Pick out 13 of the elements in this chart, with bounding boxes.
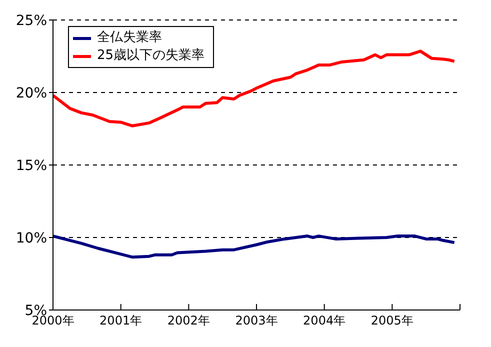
y-tick-label: 25% <box>16 12 47 29</box>
y-tick-label: 20% <box>16 85 47 102</box>
legend-label: 全仏失業率 <box>97 29 162 47</box>
line-series <box>53 50 456 128</box>
y-tick-label: 10% <box>16 230 47 246</box>
y-tick-label: 15% <box>16 158 47 174</box>
x-tick-label: 2005年 <box>370 314 414 328</box>
x-tick-label: 2003年 <box>235 314 278 328</box>
x-tick-label: 2002年 <box>167 314 210 328</box>
legend-label: 25歳以下の失業率 <box>97 47 205 65</box>
x-tick-label: 2004年 <box>303 314 346 328</box>
x-tick-label: 2001年 <box>100 314 142 328</box>
line-series <box>53 234 456 259</box>
